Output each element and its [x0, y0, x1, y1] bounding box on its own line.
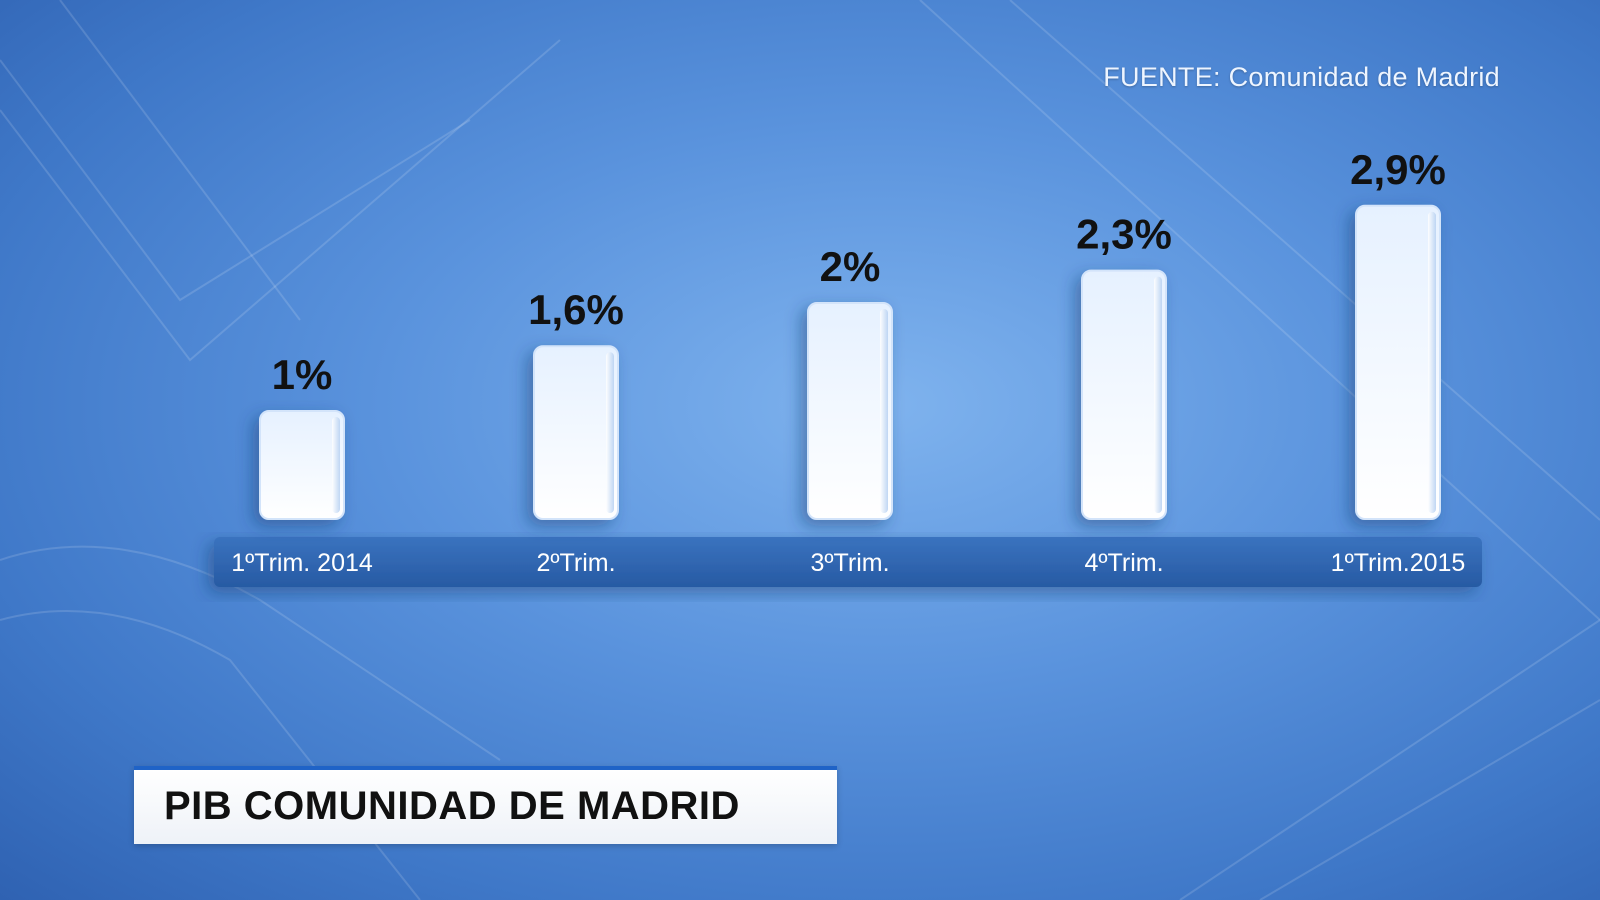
category-label-3: 3ºTrim. [810, 549, 889, 577]
bar-edge-1 [332, 417, 340, 513]
bar-3 [807, 302, 893, 520]
bar-1 [259, 410, 345, 520]
bar-edge-2 [606, 352, 614, 513]
bar-edge-4 [1154, 276, 1162, 513]
category-label-5: 1ºTrim.2015 [1331, 549, 1466, 577]
category-label-4: 4ºTrim. [1084, 549, 1163, 577]
value-label-5: 2,9% [1350, 146, 1446, 193]
category-label-1: 1ºTrim. 2014 [231, 549, 373, 577]
chart-title: PIB COMUNIDAD DE MADRID [164, 784, 740, 828]
bar-edge-5 [1428, 211, 1436, 514]
bar-4 [1081, 269, 1167, 520]
value-label-2: 1,6% [528, 286, 624, 333]
value-label-1: 1% [272, 351, 333, 398]
axis-band [214, 537, 1482, 587]
bar-5 [1355, 204, 1441, 521]
category-label-2: 2ºTrim. [536, 549, 615, 577]
title-banner: PIB COMUNIDAD DE MADRID [134, 766, 837, 844]
value-label-4: 2,3% [1076, 211, 1172, 258]
bar-2 [533, 345, 619, 521]
bar-edge-3 [880, 309, 888, 513]
value-label-3: 2% [820, 243, 881, 290]
source-note: FUENTE: Comunidad de Madrid [1103, 62, 1500, 92]
